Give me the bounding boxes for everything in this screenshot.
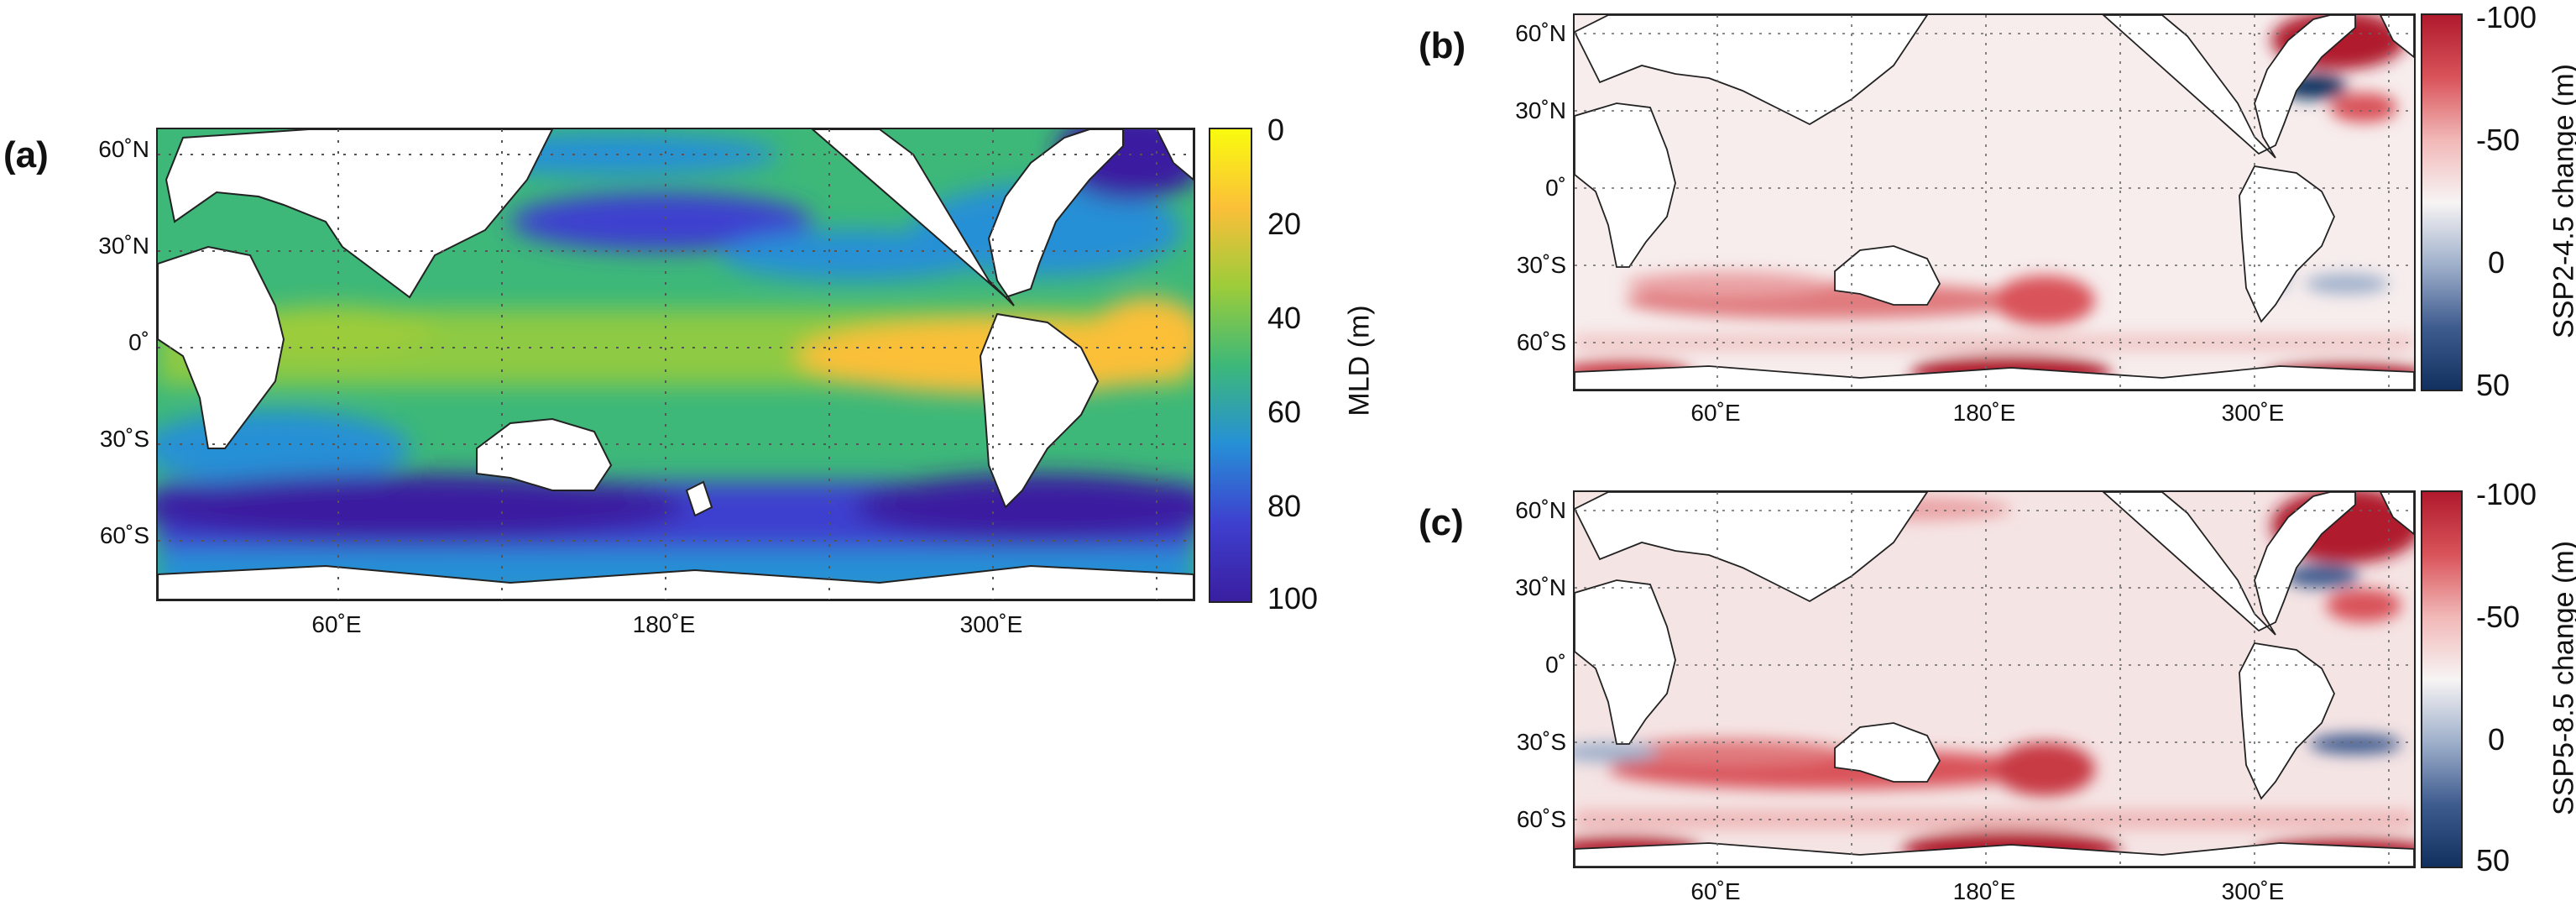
panel-b-lon-300e: 300˚E [2221,400,2285,426]
panel-a-tick-100: 100 [1267,581,1319,616]
panel-c-colorbar [2421,490,2463,868]
panel-c-lat-30n: 30˚N [1515,574,1566,600]
panel-b-tick-50: 50 [2476,368,2511,402]
panel-b-lat-0: 0˚ [1545,175,1566,201]
panel-c-lat-30s: 30˚S [1516,729,1566,755]
panel-c-tick-m100: -100 [2476,477,2537,511]
panel-a-map [156,128,1195,601]
panel-a-lon-180e: 180˚E [632,611,696,637]
panel-b-tick-m100: -100 [2476,0,2537,34]
panel-a-lat-30s: 30˚S [99,426,149,452]
panel-c-colorbar-label: SSP5-8.5 change (m) [2547,541,2576,815]
panel-a-letter: (a) [3,134,49,175]
panel-c-map [1573,490,2416,868]
panel-b-lon-180e: 180˚E [1952,400,2016,426]
land-masses [1575,15,2414,390]
panel-a-colorbar [1209,128,1252,603]
panel-c-letter: (c) [1419,502,1464,543]
panel-a-lat-30n: 30˚N [98,233,149,259]
panel-c-tick-0: 0 [2488,722,2505,757]
panel-b-map [1573,13,2416,391]
panel-b-tick-0: 0 [2488,245,2505,280]
panel-b-letter: (b) [1419,25,1466,66]
ssp585-field [1575,492,2414,867]
panel-b-tick-m50: -50 [2476,123,2521,157]
panel-c-lat-60n: 60˚N [1515,497,1566,523]
land-masses [1575,492,2414,867]
ssp245-field [1575,15,2414,390]
panel-b-lat-60n: 60˚N [1515,20,1566,46]
panel-b-colorbar [2421,13,2463,391]
graticule [1575,15,2414,390]
graticule [158,129,1194,600]
panel-a-tick-60: 60 [1267,395,1302,429]
panel-b-lat-60s: 60˚S [1516,329,1566,355]
panel-b-colorbar-label: SSP2-4.5 change (m) [2547,64,2576,338]
panel-c-lon-300e: 300˚E [2221,878,2285,904]
panel-a-tick-0: 0 [1267,113,1285,147]
panel-a-lat-60s: 60˚S [99,522,149,548]
panel-a-tick-80: 80 [1267,489,1302,523]
graticule [1575,492,2414,867]
panel-c-lon-180e: 180˚E [1952,878,2016,904]
panel-a-lat-0: 0˚ [128,329,149,355]
panel-a-lon-300e: 300˚E [959,611,1023,637]
panel-c-lat-60s: 60˚S [1516,806,1566,832]
panel-c-lon-60e: 60˚E [1690,878,1741,904]
panel-c-tick-50: 50 [2476,843,2511,877]
panel-c-tick-m50: -50 [2476,600,2521,634]
panel-a-colorbar-label: MLD (m) [1343,305,1376,416]
panel-a-tick-20: 20 [1267,207,1302,241]
panel-b-lon-60e: 60˚E [1690,400,1741,426]
panel-b-lat-30n: 30˚N [1515,97,1566,123]
panel-b-lat-30s: 30˚S [1516,252,1566,278]
panel-a-lat-60n: 60˚N [98,136,149,162]
panel-a-lon-60e: 60˚E [311,611,362,637]
land-masses [158,129,1194,600]
mld-field [158,129,1194,600]
panel-a-tick-40: 40 [1267,301,1302,335]
panel-c-lat-0: 0˚ [1545,652,1566,678]
